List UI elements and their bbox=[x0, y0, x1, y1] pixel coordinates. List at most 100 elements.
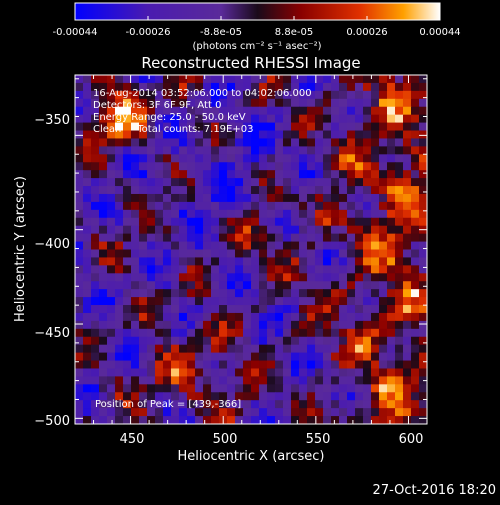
heatmap-cell bbox=[83, 201, 92, 211]
heatmap-cell bbox=[419, 344, 427, 354]
heatmap-cell bbox=[347, 75, 356, 84]
heatmap-cell bbox=[107, 90, 116, 100]
heatmap-cell bbox=[155, 305, 164, 314]
heatmap-cell bbox=[115, 209, 124, 219]
heatmap-cell bbox=[363, 305, 372, 314]
heatmap-cell bbox=[251, 336, 260, 346]
heatmap-cell bbox=[379, 416, 388, 424]
heatmap-cell bbox=[299, 265, 308, 274]
heatmap-cell bbox=[299, 400, 308, 409]
heatmap-cell bbox=[251, 312, 260, 322]
heatmap-cell bbox=[155, 217, 164, 227]
heatmap-cell bbox=[339, 130, 348, 140]
heatmap-cell bbox=[387, 281, 396, 290]
heatmap-cell bbox=[363, 297, 372, 306]
heatmap-cell bbox=[171, 336, 180, 346]
heatmap-cell bbox=[219, 312, 228, 322]
heatmap-cell bbox=[155, 186, 164, 195]
heatmap-cell bbox=[131, 384, 140, 393]
heatmap-cell bbox=[339, 392, 348, 401]
heatmap-cell bbox=[411, 392, 420, 401]
heatmap-cell bbox=[331, 186, 340, 195]
heatmap-cell bbox=[323, 344, 332, 354]
heatmap-cell bbox=[283, 336, 292, 346]
heatmap-cell bbox=[147, 328, 156, 338]
heatmap-cell bbox=[171, 376, 180, 385]
heatmap-cell bbox=[243, 384, 252, 393]
heatmap-cell bbox=[339, 400, 348, 409]
heatmap-cell bbox=[299, 162, 308, 171]
heatmap-cell bbox=[395, 360, 404, 370]
heatmap-cell bbox=[291, 281, 300, 290]
heatmap-cell bbox=[91, 352, 100, 362]
heatmap-cell bbox=[187, 114, 196, 124]
heatmap-cell bbox=[107, 154, 116, 163]
heatmap-cell bbox=[219, 106, 228, 116]
heatmap-cell bbox=[227, 209, 236, 219]
heatmap-cell bbox=[339, 408, 348, 417]
heatmap-cell bbox=[275, 225, 284, 235]
heatmap-cell bbox=[179, 328, 188, 338]
heatmap-cell bbox=[99, 82, 108, 92]
heatmap-cell bbox=[243, 82, 252, 92]
heatmap-cell bbox=[163, 209, 172, 219]
heatmap-cell bbox=[107, 98, 116, 108]
heatmap-cell bbox=[91, 98, 100, 108]
heatmap-cell bbox=[179, 225, 188, 235]
heatmap-cell bbox=[363, 233, 372, 243]
heatmap-cell bbox=[163, 360, 172, 370]
heatmap-cell bbox=[123, 146, 132, 155]
heatmap-cell bbox=[131, 201, 140, 211]
heatmap-cell bbox=[419, 360, 427, 370]
heatmap-cell bbox=[147, 273, 156, 282]
heatmap-cell bbox=[123, 98, 132, 108]
heatmap-cell bbox=[155, 360, 164, 370]
heatmap-cell bbox=[179, 400, 188, 409]
heatmap-cell bbox=[299, 320, 308, 330]
heatmap-cell bbox=[275, 305, 284, 314]
heatmap-cell bbox=[323, 265, 332, 274]
heatmap-cell bbox=[331, 360, 340, 370]
heatmap-cell bbox=[211, 305, 220, 314]
heatmap-cell bbox=[267, 273, 276, 282]
heatmap-cell bbox=[91, 400, 100, 409]
heatmap-cell bbox=[203, 106, 212, 116]
heatmap-cell bbox=[251, 146, 260, 155]
heatmap-cell bbox=[219, 170, 228, 179]
heatmap-cell bbox=[275, 352, 284, 362]
heatmap-cell bbox=[99, 297, 108, 306]
heatmap-cell bbox=[243, 336, 252, 346]
heatmap-cell bbox=[395, 392, 404, 401]
heatmap-cell bbox=[123, 328, 132, 338]
heatmap-cell bbox=[179, 146, 188, 155]
heatmap-cell bbox=[203, 146, 212, 155]
heatmap-cell bbox=[203, 82, 212, 92]
heatmap-cell bbox=[91, 368, 100, 378]
heatmap-cell bbox=[91, 241, 100, 251]
heatmap-cell bbox=[75, 344, 84, 354]
heatmap-cell bbox=[339, 360, 348, 370]
heatmap-cell bbox=[411, 273, 420, 282]
heatmap-cell bbox=[355, 154, 364, 163]
heatmap-cell bbox=[195, 186, 204, 195]
colorbar-tick-label: 8.8e-05 bbox=[275, 27, 313, 38]
heatmap-cell bbox=[115, 201, 124, 211]
heatmap-cell bbox=[115, 146, 124, 155]
heatmap-cell bbox=[211, 408, 220, 417]
heatmap-cell bbox=[387, 130, 396, 140]
heatmap-cell bbox=[107, 106, 116, 116]
heatmap-cell bbox=[155, 146, 164, 155]
heatmap-cell bbox=[291, 249, 300, 259]
heatmap-cell bbox=[179, 249, 188, 259]
heatmap-cell bbox=[187, 201, 196, 211]
heatmap-cell bbox=[339, 233, 348, 243]
heatmap-cell bbox=[75, 178, 84, 187]
heatmap-cell bbox=[379, 281, 388, 290]
heatmap-cell bbox=[371, 241, 380, 251]
heatmap-cell bbox=[243, 122, 252, 132]
heatmap-cell bbox=[179, 312, 188, 322]
heatmap-cell bbox=[259, 344, 268, 354]
heatmap-cell bbox=[291, 305, 300, 314]
heatmap-cell bbox=[339, 328, 348, 338]
heatmap-cell bbox=[211, 178, 220, 187]
